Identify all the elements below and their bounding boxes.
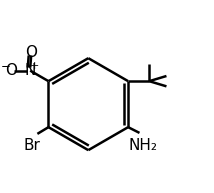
Text: O: O [5, 63, 17, 78]
Text: Br: Br [23, 138, 40, 153]
Text: −: − [1, 60, 11, 73]
Text: +: + [30, 61, 39, 71]
Text: NH₂: NH₂ [129, 138, 158, 153]
Text: N: N [25, 63, 36, 78]
Text: O: O [25, 45, 37, 60]
